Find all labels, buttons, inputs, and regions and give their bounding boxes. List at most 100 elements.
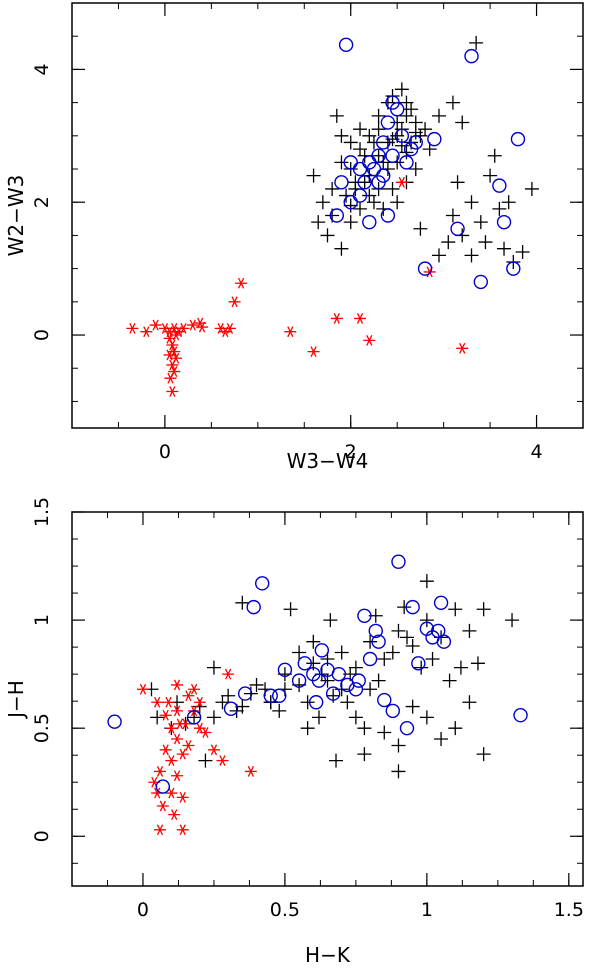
- data-point-circle: [427, 131, 442, 147]
- x-tick-label: 2: [345, 441, 357, 463]
- data-point-circle: [186, 710, 202, 725]
- data-point-circle: [380, 115, 396, 130]
- plot-frame: [71, 2, 584, 429]
- data-point-asterisk: [176, 748, 189, 760]
- data-point-circle: [155, 779, 171, 794]
- data-point-plus: [377, 652, 392, 667]
- data-point-plus: [478, 235, 493, 250]
- data-point-circle: [306, 666, 321, 682]
- x-axis-label: H−K: [305, 943, 351, 967]
- x-tick-label: 0: [137, 899, 149, 921]
- data-point-plus: [505, 613, 520, 628]
- x-tick-label: 4: [530, 441, 542, 463]
- data-point-circle: [255, 576, 270, 591]
- data-point-plus: [464, 248, 479, 263]
- data-point-circle: [297, 656, 312, 671]
- data-point-asterisk: [330, 313, 343, 324]
- data-point-plus: [394, 82, 409, 97]
- data-point-plus: [292, 645, 307, 660]
- data-point-circle: [366, 161, 382, 177]
- data-point-circle: [371, 148, 386, 163]
- data-point-circle: [450, 221, 465, 236]
- data-point-plus: [334, 645, 349, 660]
- data-point-asterisk: [196, 321, 209, 333]
- data-point-plus: [385, 645, 400, 660]
- data-point-plus: [455, 115, 470, 130]
- data-point-circle: [334, 175, 349, 190]
- data-point-plus: [413, 221, 428, 236]
- data-point-plus: [434, 731, 449, 746]
- top-panel-w2w3-vs-w3w4: 0 2 4 0 2 4 W3−W4 W2−W3: [4, 2, 584, 473]
- data-point-plus: [419, 710, 434, 725]
- data-point-plus: [363, 682, 378, 697]
- data-point-plus: [243, 686, 258, 701]
- data-point-asterisk: [207, 744, 220, 756]
- data-point-plus: [283, 602, 298, 617]
- data-point-plus: [206, 710, 221, 725]
- data-point-plus: [348, 710, 363, 725]
- data-point-plus: [448, 602, 463, 617]
- data-point-plus: [390, 115, 405, 130]
- data-point-plus: [343, 215, 358, 230]
- data-point-plus: [334, 128, 349, 143]
- data-point-plus: [340, 695, 355, 710]
- data-point-plus: [329, 753, 344, 768]
- data-point-asterisk: [166, 386, 179, 397]
- data-point-plus: [501, 195, 516, 210]
- data-point-circle: [376, 168, 391, 183]
- data-point-asterisk: [154, 824, 167, 836]
- data-point-asterisk: [182, 740, 195, 751]
- data-point-circle: [308, 695, 324, 710]
- data-point-circle: [362, 651, 378, 667]
- data-point-asterisk: [177, 323, 190, 334]
- data-point-plus: [391, 623, 406, 638]
- data-point-asterisk: [223, 323, 236, 334]
- data-point-circle: [237, 686, 253, 701]
- data-point-plus: [450, 175, 465, 190]
- data-point-plus: [515, 245, 530, 260]
- data-point-circle: [277, 662, 293, 678]
- data-point-asterisk: [171, 679, 184, 691]
- data-point-asterisk: [140, 326, 153, 338]
- data-point-plus: [404, 102, 419, 117]
- data-point-plus: [371, 673, 386, 688]
- data-point-circle: [325, 686, 341, 701]
- data-point-plus: [431, 248, 446, 263]
- data-point-plus: [334, 241, 349, 256]
- data-point-plus: [353, 122, 368, 137]
- data-point-asterisk: [222, 668, 235, 680]
- plot-frame: [71, 511, 584, 887]
- data-point-plus: [419, 613, 434, 628]
- data-point-circle: [411, 656, 426, 671]
- data-point-circle: [399, 720, 415, 736]
- data-point-plus: [300, 721, 315, 736]
- data-point-circle: [371, 634, 386, 649]
- data-point-circle: [376, 135, 391, 150]
- data-point-circle: [385, 703, 400, 719]
- data-point-asterisk: [159, 709, 172, 721]
- data-point-plus: [399, 630, 414, 645]
- data-point-circle: [510, 131, 526, 147]
- data-point-plus: [343, 198, 358, 213]
- data-point-asterisk: [188, 683, 201, 695]
- data-point-asterisk: [182, 690, 195, 702]
- data-point-asterisk: [186, 319, 199, 331]
- data-point-asterisk: [166, 339, 179, 351]
- data-point-circle: [436, 634, 452, 649]
- data-point-plus: [377, 725, 392, 740]
- data-point-asterisk: [176, 791, 189, 803]
- x-tick-label: 1.5: [554, 899, 584, 921]
- y-tick-label: 4: [31, 63, 53, 75]
- data-point-asterisk: [156, 800, 169, 812]
- data-point-plus: [334, 155, 349, 170]
- data-point-asterisk: [149, 319, 162, 331]
- data-point-asterisk: [235, 277, 248, 289]
- y-tick-label: 0.5: [31, 713, 53, 743]
- data-point-circle: [246, 599, 261, 615]
- data-point-plus: [405, 699, 420, 714]
- data-point-asterisk: [193, 696, 206, 708]
- data-point-asterisk: [284, 326, 297, 338]
- data-point-circle: [223, 701, 239, 716]
- data-point-asterisk: [363, 334, 376, 346]
- data-point-plus: [325, 181, 340, 196]
